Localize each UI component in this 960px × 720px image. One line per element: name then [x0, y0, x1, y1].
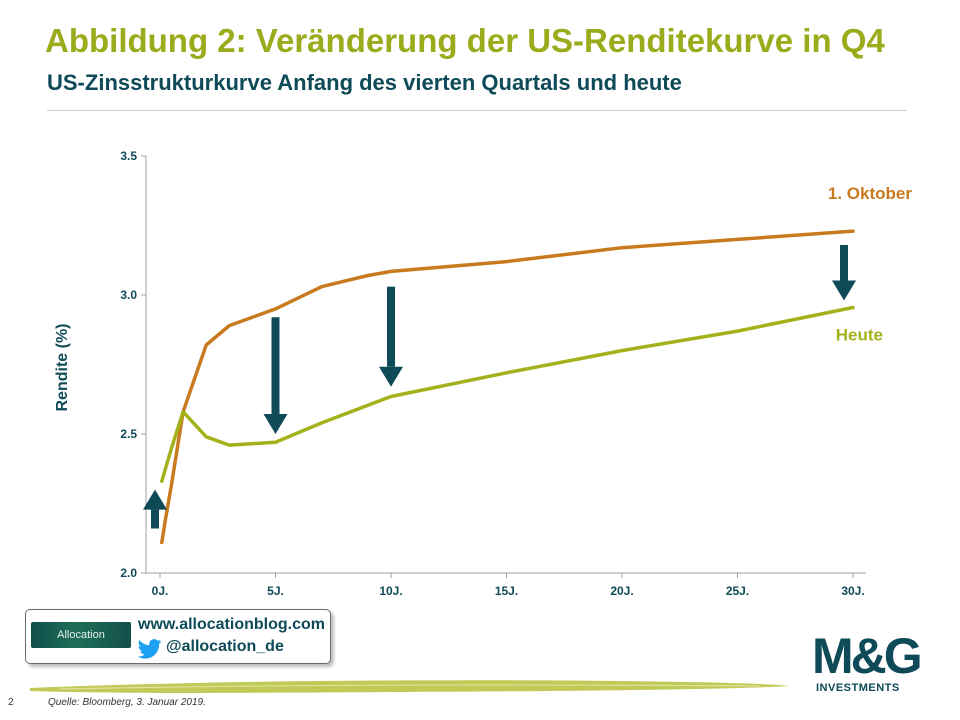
x-tick-label: 5J. — [267, 584, 284, 598]
x-tick-label: 30J. — [841, 584, 864, 598]
y-axis-label: Rendite (%) — [54, 324, 71, 412]
source-note: Quelle: Bloomberg, 3. Januar 2019. — [48, 697, 206, 708]
mg-investments-logo: M&G INVESTMENTS — [812, 630, 930, 700]
change-arrow-down — [263, 317, 288, 434]
chart-ticks: 2.0 2.5 3.0 3.5 0J. 5J. 10J. 15J. 20J. 25J. 30J. — [120, 149, 864, 598]
x-tick-label: 15J. — [495, 584, 518, 598]
change-arrow-down — [832, 244, 856, 301]
x-tick-label: 20J. — [610, 584, 633, 598]
y-tick-label: 3.5 — [120, 149, 137, 163]
twitter-handle-link[interactable]: @allocation_de — [166, 638, 284, 655]
chart-labels: Rendite (%) 1. Oktober Heute — [54, 184, 912, 411]
mg-logo-subtitle: INVESTMENTS — [816, 682, 900, 694]
twitter-icon — [138, 639, 162, 659]
chart-arrows — [143, 244, 856, 529]
series-line-heute — [160, 305, 855, 484]
chart-axes — [145, 156, 866, 574]
y-tick-label: 2.5 — [120, 427, 137, 441]
page-title: Abbildung 2: Veränderung der US-Renditek… — [45, 22, 885, 59]
y-tick-label: 3.0 — [120, 288, 137, 302]
chart-series — [160, 229, 855, 545]
x-tick-label: 0J. — [152, 584, 169, 598]
change-arrow-up — [143, 489, 167, 529]
page-number: 2 — [8, 697, 14, 708]
series-line-oktober — [160, 229, 855, 545]
social-box: Allocation www.allocationblog.com @alloc… — [25, 609, 331, 664]
title-divider — [47, 110, 907, 111]
series-label-heute: Heute — [836, 326, 883, 345]
page-subtitle: US-Zinsstrukturkurve Anfang des vierten … — [47, 70, 682, 95]
mg-logo-mark: M&G — [812, 628, 923, 684]
blog-url-link[interactable]: www.allocationblog.com — [138, 616, 325, 633]
x-tick-label: 25J. — [726, 584, 749, 598]
allocation-logo: Allocation — [31, 622, 131, 648]
y-tick-label: 2.0 — [120, 566, 137, 580]
x-tick-label: 10J. — [379, 584, 402, 598]
series-label-oktober: 1. Oktober — [828, 184, 912, 203]
change-arrow-down — [379, 286, 403, 387]
